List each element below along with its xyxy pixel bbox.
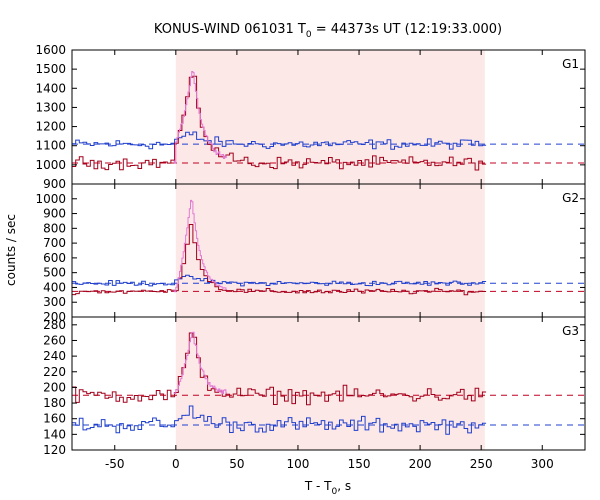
blue-series <box>72 405 487 435</box>
y-tick-label: 1400 <box>35 81 66 95</box>
x-tick-label: 150 <box>348 457 371 471</box>
shaded-interval <box>175 317 485 450</box>
red-series <box>72 332 487 406</box>
y-tick-label: 500 <box>43 266 66 280</box>
y-tick-label: 280 <box>43 318 66 332</box>
x-tick-label: 100 <box>287 457 310 471</box>
y-tick-label: 900 <box>43 207 66 221</box>
x-tick-label: 200 <box>409 457 432 471</box>
y-tick-label: 1600 <box>35 43 66 57</box>
blue-series <box>72 131 487 150</box>
y-tick-label: 600 <box>43 251 66 265</box>
red-series <box>72 75 487 171</box>
y-tick-label: 1200 <box>35 120 66 134</box>
y-tick-label: 120 <box>43 443 66 457</box>
panel-frame <box>71 316 586 451</box>
x-tick-label: 0 <box>172 457 180 471</box>
chart-title: KONUS-WIND 061031 T0 = 44373s UT (12:19:… <box>154 22 502 40</box>
y-tick-label: 900 <box>43 177 66 191</box>
y-tick-label: 260 <box>43 333 66 347</box>
x-axis-label: T - T0, s <box>304 479 351 497</box>
pink-series <box>173 199 228 293</box>
y-tick-label: 140 <box>43 427 66 441</box>
y-tick-label: 1000 <box>35 158 66 172</box>
shaded-interval <box>175 184 485 317</box>
y-tick-label: 200 <box>43 310 66 324</box>
y-tick-label: 800 <box>43 221 66 235</box>
x-tick-label: 50 <box>229 457 244 471</box>
panel-label: G3 <box>562 324 579 338</box>
y-tick-label: 700 <box>43 236 66 250</box>
red-series <box>72 224 487 296</box>
x-tick-label: -50 <box>105 457 125 471</box>
pink-series <box>173 331 228 394</box>
panel-label: G1 <box>562 57 579 71</box>
y-tick-label: 240 <box>43 349 66 363</box>
y-tick-label: 220 <box>43 365 66 379</box>
x-tick-label: 250 <box>470 457 493 471</box>
y-tick-label: 300 <box>43 295 66 309</box>
y-axis-label: counts / sec <box>4 214 18 286</box>
y-tick-label: 160 <box>43 412 66 426</box>
y-tick-label: 1500 <box>35 62 66 76</box>
y-tick-label: 1300 <box>35 100 66 114</box>
x-tick-label: 300 <box>531 457 554 471</box>
y-tick-label: 400 <box>43 280 66 294</box>
pink-series <box>173 71 228 164</box>
y-tick-label: 180 <box>43 396 66 410</box>
blue-series <box>72 274 487 287</box>
y-tick-label: 1000 <box>35 192 66 206</box>
panel-g1: 900 1000 1100 1200 1300 1400 1500 1600 G1 <box>35 43 586 191</box>
shaded-interval <box>175 50 485 184</box>
y-tick-label: 1100 <box>35 139 66 153</box>
panel-label: G2 <box>562 191 579 205</box>
y-tick-label: 200 <box>43 380 66 394</box>
panels: 9001000110012001300140015001600G12003004… <box>35 43 586 471</box>
